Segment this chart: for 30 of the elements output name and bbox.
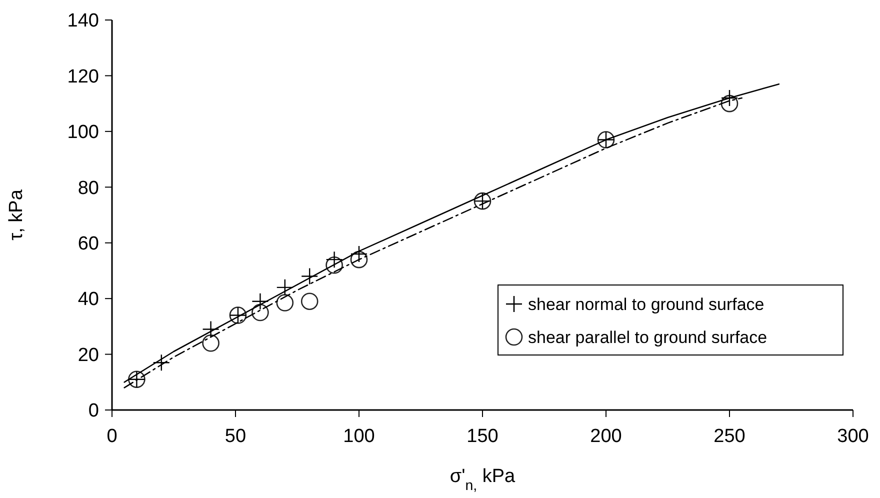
point [350, 250, 368, 268]
point [720, 94, 738, 112]
legend-label: shear normal to ground surface [528, 294, 764, 314]
y-tick-label: 80 [78, 178, 99, 199]
point [202, 334, 220, 352]
y-tick-label: 40 [78, 289, 99, 310]
point [302, 268, 318, 284]
x-tick-label: 200 [590, 426, 622, 447]
x-tick-label: 250 [714, 426, 746, 447]
point [202, 321, 219, 338]
point [252, 293, 268, 310]
point [276, 294, 294, 312]
x-tick-label: 50 [224, 426, 246, 447]
x-tick-label: 150 [466, 426, 498, 447]
x-axis-title: σ'$_{n,}$ kPa [450, 466, 516, 494]
y-tick-label: 100 [67, 122, 99, 144]
y-tick-label: 60 [78, 234, 99, 255]
y-tick-label: 0 [88, 400, 99, 422]
y-tick-label: 140 [67, 10, 99, 32]
x-tick-label: 100 [343, 426, 375, 447]
legend-label: shear parallel to ground surface [528, 328, 768, 347]
point [326, 252, 342, 268]
x-tick-label: 0 [106, 426, 118, 447]
point [252, 304, 269, 322]
point [300, 292, 318, 310]
point [326, 256, 343, 274]
y-tick-label: 20 [78, 344, 99, 366]
y-tick-label: 120 [67, 66, 99, 88]
x-tick-label: 300 [837, 426, 869, 447]
y-axis-title: τ, kPa [6, 189, 27, 240]
